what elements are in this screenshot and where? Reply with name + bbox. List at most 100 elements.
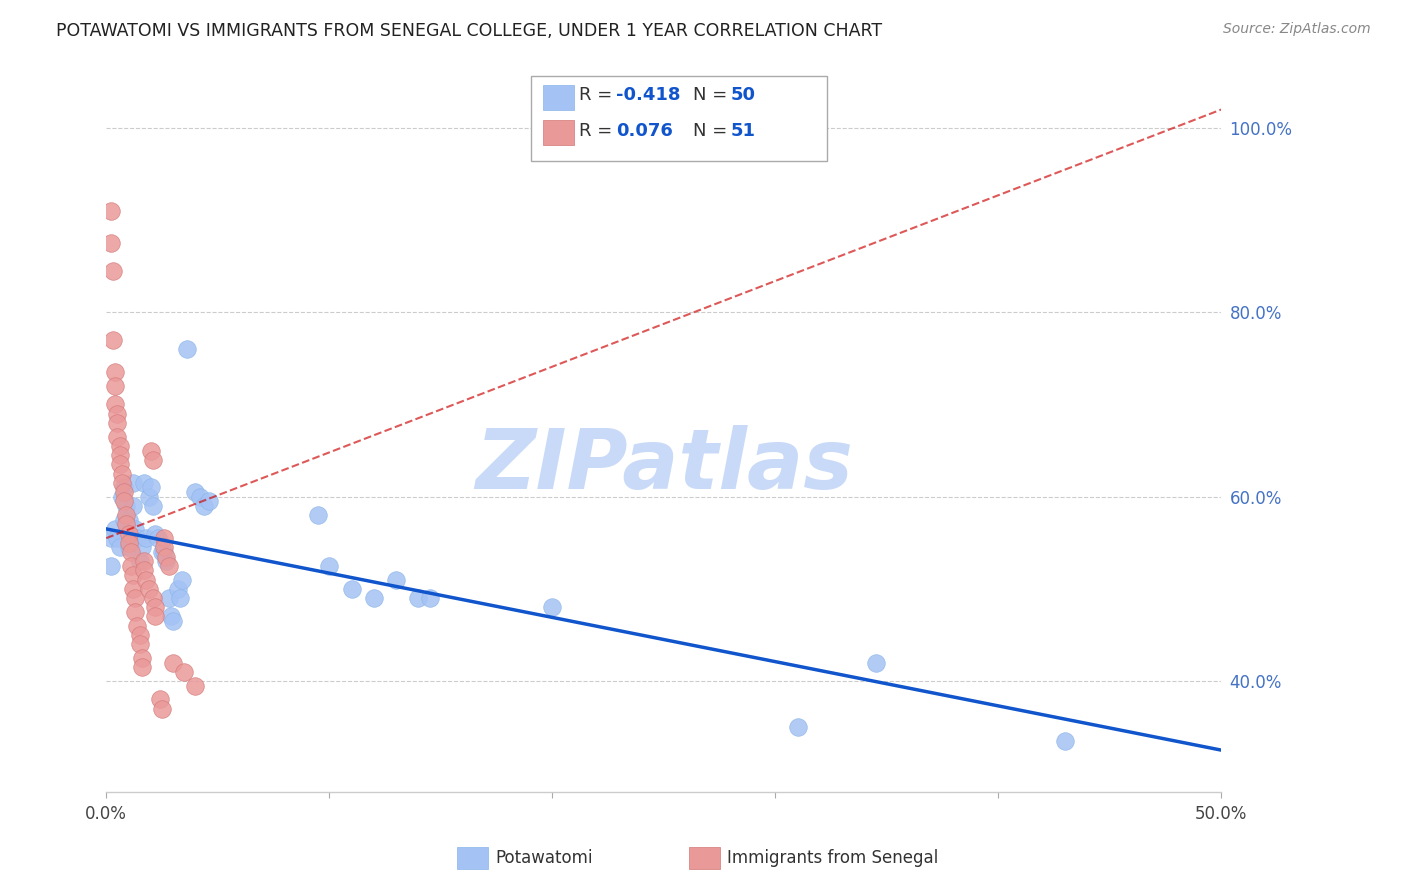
Point xyxy=(138,582,160,596)
Point xyxy=(385,573,408,587)
Point xyxy=(120,531,142,545)
Point xyxy=(188,490,211,504)
Point xyxy=(138,490,160,504)
Point xyxy=(340,582,363,596)
Point xyxy=(143,526,166,541)
Point xyxy=(120,558,142,573)
Text: N =: N = xyxy=(693,122,733,140)
Point xyxy=(105,531,128,545)
Point xyxy=(149,692,172,706)
Point xyxy=(135,573,157,587)
Point xyxy=(101,333,124,347)
Point xyxy=(150,701,173,715)
Point xyxy=(153,545,176,559)
Point xyxy=(111,475,134,490)
Point xyxy=(173,665,195,679)
Point xyxy=(157,558,180,573)
Point xyxy=(122,582,145,596)
Point xyxy=(408,591,430,605)
Point xyxy=(108,458,131,472)
Point xyxy=(170,573,193,587)
Point xyxy=(131,541,153,555)
Text: Potawatomi: Potawatomi xyxy=(495,849,592,867)
Point xyxy=(128,554,150,568)
Point xyxy=(157,591,180,605)
Point xyxy=(112,485,135,500)
Text: R =: R = xyxy=(579,87,619,104)
Point xyxy=(112,513,135,527)
Point xyxy=(108,439,131,453)
Point xyxy=(134,563,156,577)
Point xyxy=(115,499,138,513)
Text: 50: 50 xyxy=(731,87,756,104)
Point xyxy=(146,531,169,545)
Point xyxy=(115,517,138,532)
Point xyxy=(122,568,145,582)
Point xyxy=(104,397,127,411)
Text: 0.076: 0.076 xyxy=(616,122,672,140)
Point xyxy=(198,494,221,508)
Point xyxy=(131,660,153,674)
Text: 51: 51 xyxy=(731,122,756,140)
Point xyxy=(128,637,150,651)
Point xyxy=(155,549,177,564)
Point xyxy=(100,558,122,573)
Point xyxy=(104,365,127,379)
Point xyxy=(115,508,138,522)
Point xyxy=(104,379,127,393)
Point xyxy=(150,545,173,559)
Point xyxy=(134,554,156,568)
Point xyxy=(142,452,165,467)
Point xyxy=(105,416,128,430)
Point xyxy=(143,609,166,624)
Point xyxy=(124,605,146,619)
Point xyxy=(122,499,145,513)
Point xyxy=(108,448,131,462)
Point xyxy=(184,679,207,693)
Point xyxy=(153,531,176,545)
Point xyxy=(117,541,139,555)
Point xyxy=(111,490,134,504)
Point xyxy=(1054,734,1077,748)
Point xyxy=(101,264,124,278)
Point xyxy=(111,467,134,481)
Point xyxy=(363,591,385,605)
Point xyxy=(105,430,128,444)
Point xyxy=(128,628,150,642)
Point xyxy=(124,522,146,536)
Point xyxy=(100,236,122,251)
Text: Immigrants from Senegal: Immigrants from Senegal xyxy=(727,849,938,867)
Point xyxy=(135,531,157,545)
Point xyxy=(117,535,139,549)
Point xyxy=(184,485,207,500)
Point xyxy=(160,609,183,624)
Point xyxy=(131,651,153,665)
Text: N =: N = xyxy=(693,87,733,104)
Point xyxy=(786,720,808,734)
Point xyxy=(117,513,139,527)
Point xyxy=(155,554,177,568)
Point xyxy=(142,499,165,513)
Point xyxy=(143,600,166,615)
Point xyxy=(127,618,149,632)
Point xyxy=(117,526,139,541)
Point xyxy=(134,475,156,490)
Point xyxy=(865,656,887,670)
Point xyxy=(100,531,122,545)
Point xyxy=(419,591,441,605)
Text: POTAWATOMI VS IMMIGRANTS FROM SENEGAL COLLEGE, UNDER 1 YEAR CORRELATION CHART: POTAWATOMI VS IMMIGRANTS FROM SENEGAL CO… xyxy=(56,22,883,40)
Point xyxy=(120,545,142,559)
Point xyxy=(541,600,564,615)
Point xyxy=(169,591,191,605)
Text: R =: R = xyxy=(579,122,624,140)
Point xyxy=(112,480,135,494)
Point xyxy=(318,558,340,573)
Point xyxy=(104,522,127,536)
Point xyxy=(105,407,128,421)
Text: Source: ZipAtlas.com: Source: ZipAtlas.com xyxy=(1223,22,1371,37)
Point xyxy=(162,614,184,628)
Text: ZIPatlas: ZIPatlas xyxy=(475,425,852,506)
Point xyxy=(139,443,162,458)
Point xyxy=(122,475,145,490)
Text: -0.418: -0.418 xyxy=(616,87,681,104)
